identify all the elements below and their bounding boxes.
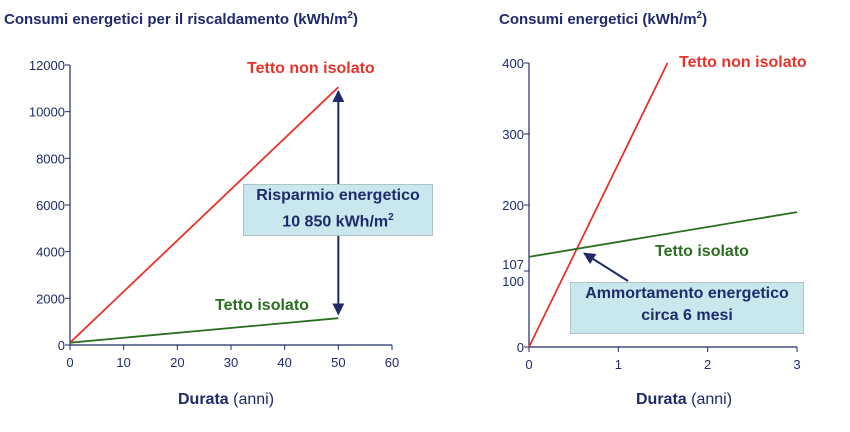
right-y-tick-label: 107: [502, 257, 524, 272]
left-y-tick-label: 6000: [36, 198, 65, 213]
left-y-tick-label: 12000: [29, 58, 65, 73]
left-y-tick-label: 2000: [36, 291, 65, 306]
left-y-tick-label: 8000: [36, 151, 65, 166]
right-payback-arrow: [583, 252, 629, 282]
right-series-label-non-isolato: Tetto non isolato: [679, 54, 807, 71]
left-series-line-non-isolato: [69, 86, 339, 344]
right-y-tick-label: 300: [502, 127, 524, 142]
left-callout-line1: Risparmio energetico: [256, 187, 420, 204]
left-x-axis-label: Durata (anni): [178, 391, 275, 408]
right-x-tick-label: 3: [793, 357, 800, 372]
left-x-tick-label: 20: [170, 355, 184, 370]
right-callout-line2: circa 6 mesi: [641, 307, 733, 324]
right-y-tick-label: 200: [502, 198, 524, 213]
left-x-tick-label: 0: [66, 355, 73, 370]
left-series-label-non-isolato: Tetto non isolato: [247, 60, 375, 77]
left-chart: 0 10 20 30 40 50 60 0 2000 4000 6000 8000 10000 12000…: [29, 58, 399, 370]
right-series-label-isolato: Tetto isolato: [655, 243, 749, 260]
right-callout-line1: Ammortamento energetico: [585, 285, 789, 302]
left-chart-title: Consumi energetici per il riscaldamento …: [4, 10, 358, 28]
right-x-tick-label: 2: [704, 357, 711, 372]
left-x-tick-label: 10: [116, 355, 130, 370]
left-series-line-isolato: [69, 317, 339, 344]
left-x-tick-label: 40: [277, 355, 291, 370]
left-series-label-isolato: Tetto isolato: [215, 297, 309, 314]
right-x-tick-label: 0: [525, 357, 532, 372]
right-y-tick-label: 100: [502, 274, 524, 289]
left-y-tick-label: 4000: [36, 245, 65, 260]
right-x-axis-label: Durata (anni): [636, 391, 733, 408]
left-x-tick-label: 30: [224, 355, 238, 370]
right-chart: 0 1 2 3 0 100 107 200 300 400 Tetto non isolato Tet…: [502, 54, 807, 372]
right-callout-box: Ammortamento energetico circa 6 mesi: [570, 282, 804, 334]
right-series-line-non-isolato: [528, 62, 669, 348]
left-x-tick-label: 60: [385, 355, 399, 370]
left-callout-box: Risparmio energetico 10 850 kWh/m2: [243, 184, 433, 236]
right-x-tick-label: 1: [615, 357, 622, 372]
right-y-tick-label: 400: [502, 56, 524, 71]
right-series-line-isolato: [528, 211, 798, 258]
left-x-tick-label: 50: [331, 355, 345, 370]
right-y-tick-label: 0: [517, 340, 524, 355]
left-y-tick-label: 10000: [29, 105, 65, 120]
right-chart-title: Consumi energetici (kWh/m2): [499, 10, 708, 28]
left-callout-line2: 10 850 kWh/m2: [282, 212, 394, 231]
left-y-tick-label: 0: [58, 338, 65, 353]
